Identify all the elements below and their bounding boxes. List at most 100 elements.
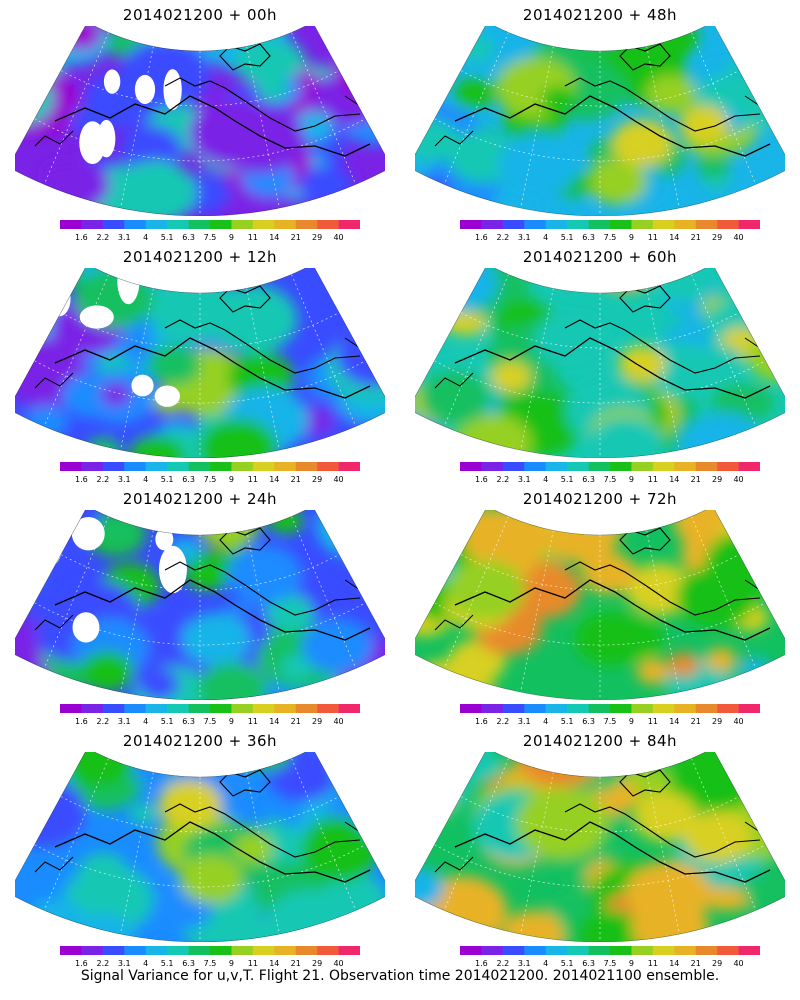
colorbar-swatch bbox=[738, 220, 760, 229]
colorbar-tick-label: 14 bbox=[269, 717, 279, 726]
colorbar-swatch bbox=[145, 220, 168, 229]
colorbar-swatch bbox=[674, 704, 697, 713]
colorbar-tick-label: 40 bbox=[333, 959, 343, 968]
colorbar-tick-label: 3.1 bbox=[118, 475, 131, 484]
colorbar-swatch bbox=[210, 704, 232, 713]
colorbar-tick-label: 3.1 bbox=[518, 475, 531, 484]
colorbar-swatch bbox=[167, 220, 189, 229]
colorbar-tick-label: 21 bbox=[291, 233, 301, 242]
colorbar-tick-label: 5.1 bbox=[161, 717, 174, 726]
colorbar-tick-label: 29 bbox=[712, 475, 722, 484]
colorbar-swatch bbox=[210, 220, 232, 229]
colorbar-swatch bbox=[545, 946, 568, 955]
colorbar-swatch bbox=[124, 220, 147, 229]
colorbar-swatch bbox=[567, 462, 589, 471]
colorbar-tick-label: 3.1 bbox=[518, 959, 531, 968]
variance-map bbox=[415, 510, 785, 700]
colorbar-tick-label: 29 bbox=[712, 233, 722, 242]
colorbar-tick-label: 3.1 bbox=[518, 717, 531, 726]
colorbar-swatch bbox=[317, 704, 339, 713]
colorbar-swatch bbox=[524, 704, 547, 713]
panel-title: 2014021200 + 00h bbox=[122, 6, 278, 24]
colorbar-swatch bbox=[610, 462, 632, 471]
colorbar-tick-label: 9 bbox=[229, 717, 234, 726]
colorbar-swatch bbox=[295, 462, 318, 471]
colorbar-swatch bbox=[524, 946, 547, 955]
map-panel: 2014021200 + 36h 1.6 2.2 3.1 4 5.1 6.3 7.5 9 11 14… bbox=[0, 726, 400, 968]
colorbar-tick-label: 29 bbox=[312, 475, 322, 484]
colorbar-tick-label: 14 bbox=[669, 475, 679, 484]
colorbar-tick-label: 29 bbox=[712, 959, 722, 968]
colorbar-tick-label: 40 bbox=[733, 717, 743, 726]
colorbar-swatch bbox=[81, 220, 104, 229]
map-panel: 2014021200 + 00h 1.6 2.2 3.1 4 5.1 6.3 7.5 9 11 14… bbox=[0, 0, 400, 242]
colorbar-tick-label: 7.5 bbox=[204, 959, 217, 968]
colorbar-tick-label: 40 bbox=[333, 475, 343, 484]
colorbar-swatch bbox=[652, 220, 675, 229]
colorbar-tick-label: 9 bbox=[629, 233, 634, 242]
colorbar-tick-label: 7.5 bbox=[204, 233, 217, 242]
colorbar-tick-label: 2.2 bbox=[96, 959, 109, 968]
map-panel: 2014021200 + 84h 1.6 2.2 3.1 4 5.1 6.3 7.5 9 11 14… bbox=[400, 726, 800, 968]
colorbar-swatch bbox=[295, 704, 318, 713]
colorbar-tick-label: 14 bbox=[669, 717, 679, 726]
colorbar-swatch bbox=[81, 704, 104, 713]
colorbar: 1.6 2.2 3.1 4 5.1 6.3 7.5 9 11 14 21 29 40 bbox=[460, 220, 760, 242]
colorbar-tick-label: 9 bbox=[629, 717, 634, 726]
colorbar-swatch bbox=[717, 462, 739, 471]
colorbar-swatch bbox=[252, 462, 275, 471]
colorbar-tick-label: 2.2 bbox=[96, 717, 109, 726]
colorbar-tick-label: 2.2 bbox=[96, 233, 109, 242]
colorbar-tick-label: 4 bbox=[543, 233, 548, 242]
colorbar-tick-label: 5.1 bbox=[161, 959, 174, 968]
colorbar-swatch bbox=[60, 220, 82, 229]
colorbar-tick-label: 9 bbox=[229, 959, 234, 968]
colorbar-swatch bbox=[545, 462, 568, 471]
colorbar-tick-label: 6.3 bbox=[582, 959, 595, 968]
colorbar-tick-label: 40 bbox=[733, 959, 743, 968]
panel-title: 2014021200 + 72h bbox=[522, 490, 678, 508]
colorbar-tick-label: 40 bbox=[333, 717, 343, 726]
colorbar-swatch bbox=[738, 946, 760, 955]
colorbar-swatch bbox=[652, 704, 675, 713]
colorbar-swatch bbox=[695, 946, 718, 955]
colorbar-tick-label: 2.2 bbox=[496, 475, 509, 484]
panel-title: 2014021200 + 36h bbox=[122, 732, 278, 750]
colorbar-swatch bbox=[274, 462, 297, 471]
colorbar-tick-label: 1.6 bbox=[75, 717, 88, 726]
figure-caption: Signal Variance for u,v,T. Flight 21. Ob… bbox=[80, 968, 720, 984]
colorbar-swatch bbox=[481, 462, 504, 471]
colorbar-tick-label: 21 bbox=[291, 475, 301, 484]
colorbar-swatch bbox=[717, 220, 739, 229]
colorbar-tick-label: 4 bbox=[143, 959, 148, 968]
colorbar-swatch bbox=[252, 704, 275, 713]
colorbar-tick-label: 14 bbox=[669, 233, 679, 242]
colorbar-tick-label: 2.2 bbox=[96, 475, 109, 484]
colorbar-swatch bbox=[588, 704, 611, 713]
colorbar-swatch bbox=[145, 704, 168, 713]
colorbar-tick-label: 5.1 bbox=[161, 475, 174, 484]
colorbar-swatch bbox=[588, 946, 611, 955]
colorbar-tick-label: 3.1 bbox=[118, 233, 131, 242]
colorbar-swatch bbox=[502, 946, 525, 955]
colorbar: 1.6 2.2 3.1 4 5.1 6.3 7.5 9 11 14 21 29 40 bbox=[60, 704, 360, 726]
colorbar-swatch bbox=[295, 946, 318, 955]
colorbar-swatch bbox=[524, 462, 547, 471]
colorbar-swatch bbox=[317, 220, 339, 229]
colorbar-swatch bbox=[188, 220, 211, 229]
colorbar-tick-label: 2.2 bbox=[496, 233, 509, 242]
colorbar-swatch bbox=[124, 946, 147, 955]
colorbar-tick-label: 1.6 bbox=[475, 233, 488, 242]
colorbar-tick-label: 21 bbox=[291, 959, 301, 968]
colorbar-tick-label: 4 bbox=[143, 233, 148, 242]
colorbar-swatch bbox=[738, 462, 760, 471]
colorbar-tick-label: 40 bbox=[733, 233, 743, 242]
colorbar-swatch bbox=[167, 946, 189, 955]
colorbar-swatch bbox=[717, 704, 739, 713]
colorbar-tick-label: 29 bbox=[312, 717, 322, 726]
colorbar-tick-label: 11 bbox=[248, 959, 258, 968]
colorbar-swatch bbox=[502, 704, 525, 713]
colorbar-swatch bbox=[524, 220, 547, 229]
colorbar-swatch bbox=[652, 946, 675, 955]
colorbar-tick-label: 1.6 bbox=[75, 475, 88, 484]
